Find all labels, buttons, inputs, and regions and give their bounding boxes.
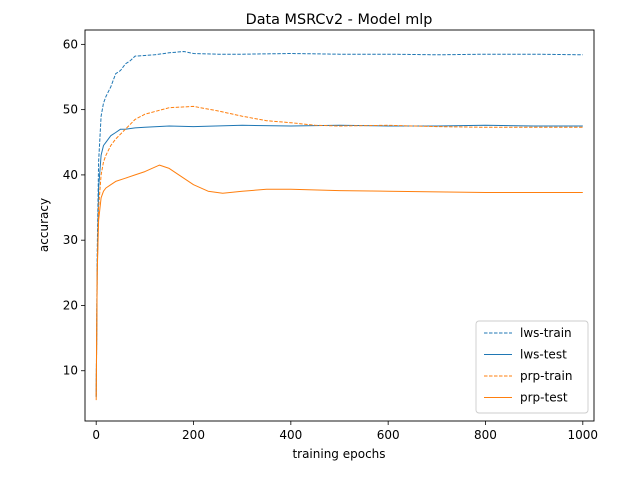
legend-label-lws-train: lws-train [520,326,572,340]
x-tick-label: 400 [279,428,302,442]
legend-box [475,320,589,414]
series-line-prp-train [95,105,583,401]
y-tick-label: 30 [63,233,78,247]
y-axis-label: accuracy [37,198,51,252]
series-line-prp-test [95,164,583,397]
y-axis-ticks: 10 20 30 40 50 60 [63,37,85,378]
x-tick-label: 200 [182,428,205,442]
chart-title: Data MSRCv2 - Model mlp [246,12,433,28]
y-tick-label: 60 [63,37,78,51]
x-tick-label: 1000 [568,428,599,442]
legend-label-prp-test: prp-test [520,391,568,405]
plot-lines [95,51,583,401]
y-tick-label: 20 [63,298,78,312]
x-tick-label: 600 [377,428,400,442]
y-tick-label: 10 [63,364,78,378]
series-line-lws-train [95,51,583,397]
x-tick-label: 0 [92,428,100,442]
legend-label-prp-train: prp-train [520,369,572,383]
x-axis-label: training epochs [292,447,385,461]
x-axis-ticks: 0 200 400 600 800 1000 [92,421,598,442]
legend-label-lws-test: lws-test [520,348,567,362]
x-tick-label: 800 [474,428,497,442]
y-tick-label: 40 [63,168,78,182]
legend: lws-train lws-test prp-train prp-test [475,320,589,414]
y-tick-label: 50 [63,103,78,117]
plot-frame [84,29,595,422]
